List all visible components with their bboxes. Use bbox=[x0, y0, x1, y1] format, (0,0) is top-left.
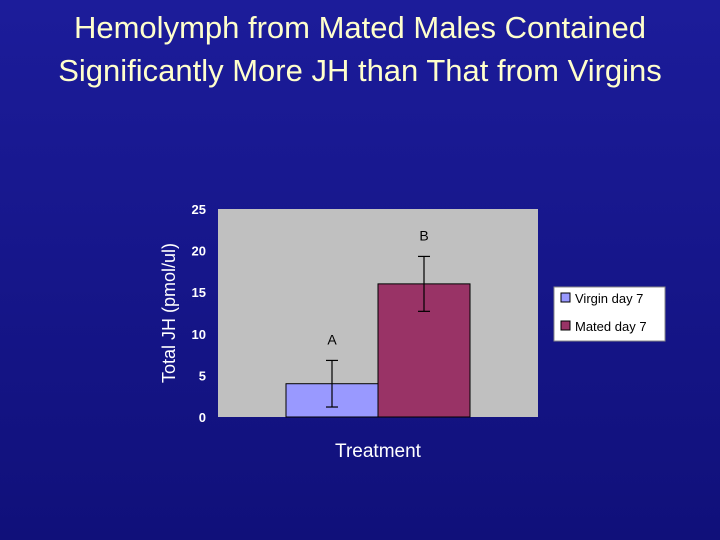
annotation: A bbox=[327, 331, 337, 347]
y-tick-label: 5 bbox=[199, 368, 206, 383]
error-bar bbox=[418, 255, 430, 312]
legend-label: Mated day 7 bbox=[575, 319, 647, 334]
y-tick-label: 10 bbox=[192, 327, 206, 342]
legend-swatch bbox=[560, 320, 571, 331]
annotation: B bbox=[419, 227, 428, 243]
legend-label: Virgin day 7 bbox=[575, 291, 643, 306]
chart-title: Hemolymph from Mated Males Contained Sig… bbox=[58, 10, 662, 88]
legend-swatch bbox=[560, 292, 571, 303]
y-tick-label: 15 bbox=[192, 285, 206, 300]
y-tick-label: 20 bbox=[192, 244, 206, 259]
y-tick-label: 0 bbox=[199, 410, 206, 425]
y-tick-label: 25 bbox=[192, 202, 206, 217]
error-bar bbox=[326, 359, 338, 408]
legend-box bbox=[553, 286, 666, 342]
y-axis-label: Total JH (pmol/ul) bbox=[159, 243, 179, 383]
x-axis-label: Treatment bbox=[335, 441, 422, 462]
